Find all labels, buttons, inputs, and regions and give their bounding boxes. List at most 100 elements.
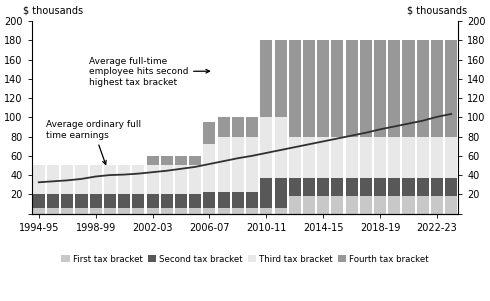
Bar <box>445 178 457 196</box>
Bar <box>104 194 116 208</box>
Bar <box>161 208 173 213</box>
Bar <box>374 196 386 213</box>
Text: Average full-time
employee hits second
highest tax bracket: Average full-time employee hits second h… <box>89 57 210 86</box>
Bar <box>75 166 88 194</box>
Bar <box>402 137 415 178</box>
Bar <box>360 196 372 213</box>
Text: Average ordinary full
time earnings: Average ordinary full time earnings <box>46 120 141 164</box>
Bar <box>374 40 386 137</box>
Bar <box>260 208 272 213</box>
Bar <box>260 40 272 117</box>
Bar <box>303 137 315 178</box>
Bar <box>317 178 329 196</box>
Bar <box>189 166 201 194</box>
Bar <box>388 178 400 196</box>
Bar <box>218 192 230 208</box>
Bar <box>445 196 457 213</box>
Bar <box>175 156 187 166</box>
Bar <box>331 178 343 196</box>
Bar <box>147 156 159 166</box>
Bar <box>90 208 102 213</box>
Text: $ thousands: $ thousands <box>407 5 467 15</box>
Bar <box>431 40 443 137</box>
Bar <box>402 196 415 213</box>
Bar <box>360 40 372 137</box>
Bar <box>104 208 116 213</box>
Bar <box>47 194 59 208</box>
Bar <box>402 40 415 137</box>
Bar <box>132 166 145 194</box>
Bar <box>161 166 173 194</box>
Bar <box>317 196 329 213</box>
Bar <box>246 117 258 137</box>
Bar <box>175 166 187 194</box>
Bar <box>274 40 287 117</box>
Bar <box>147 166 159 194</box>
Bar <box>317 40 329 137</box>
Bar <box>189 156 201 166</box>
Bar <box>289 196 301 213</box>
Bar <box>218 137 230 192</box>
Bar <box>203 192 216 208</box>
Bar <box>47 208 59 213</box>
Bar <box>232 192 244 208</box>
Bar <box>189 208 201 213</box>
Bar <box>289 178 301 196</box>
Bar <box>75 194 88 208</box>
Bar <box>416 196 429 213</box>
Bar <box>402 178 415 196</box>
Bar <box>33 166 45 194</box>
Bar <box>90 194 102 208</box>
Bar <box>218 208 230 213</box>
Bar <box>416 137 429 178</box>
Bar <box>203 144 216 192</box>
Bar <box>303 178 315 196</box>
Bar <box>331 196 343 213</box>
Bar <box>374 137 386 178</box>
Bar <box>218 117 230 137</box>
Bar <box>90 166 102 194</box>
Bar <box>175 194 187 208</box>
Bar <box>431 178 443 196</box>
Bar <box>303 40 315 137</box>
Bar <box>289 137 301 178</box>
Bar <box>345 196 358 213</box>
Bar <box>374 178 386 196</box>
Bar <box>345 137 358 178</box>
Bar <box>274 208 287 213</box>
Bar <box>147 208 159 213</box>
Bar <box>331 40 343 137</box>
Bar <box>445 40 457 137</box>
Legend: First tax bracket, Second tax bracket, Third tax bracket, Fourth tax bracket: First tax bracket, Second tax bracket, T… <box>58 251 432 267</box>
Bar <box>345 178 358 196</box>
Bar <box>331 137 343 178</box>
Bar <box>33 194 45 208</box>
Bar <box>246 208 258 213</box>
Bar <box>132 194 145 208</box>
Bar <box>416 40 429 137</box>
Bar <box>104 166 116 194</box>
Bar <box>118 208 130 213</box>
Bar <box>232 208 244 213</box>
Bar <box>232 117 244 137</box>
Bar <box>132 208 145 213</box>
Bar <box>289 40 301 137</box>
Bar <box>33 208 45 213</box>
Bar <box>431 196 443 213</box>
Bar <box>388 196 400 213</box>
Bar <box>232 137 244 192</box>
Bar <box>416 178 429 196</box>
Bar <box>118 194 130 208</box>
Bar <box>203 122 216 144</box>
Bar <box>147 194 159 208</box>
Bar <box>75 208 88 213</box>
Bar <box>303 196 315 213</box>
Text: $ thousands: $ thousands <box>23 5 83 15</box>
Bar <box>61 194 74 208</box>
Bar <box>360 178 372 196</box>
Bar <box>175 208 187 213</box>
Bar <box>47 166 59 194</box>
Bar <box>274 117 287 178</box>
Bar <box>246 192 258 208</box>
Bar <box>317 137 329 178</box>
